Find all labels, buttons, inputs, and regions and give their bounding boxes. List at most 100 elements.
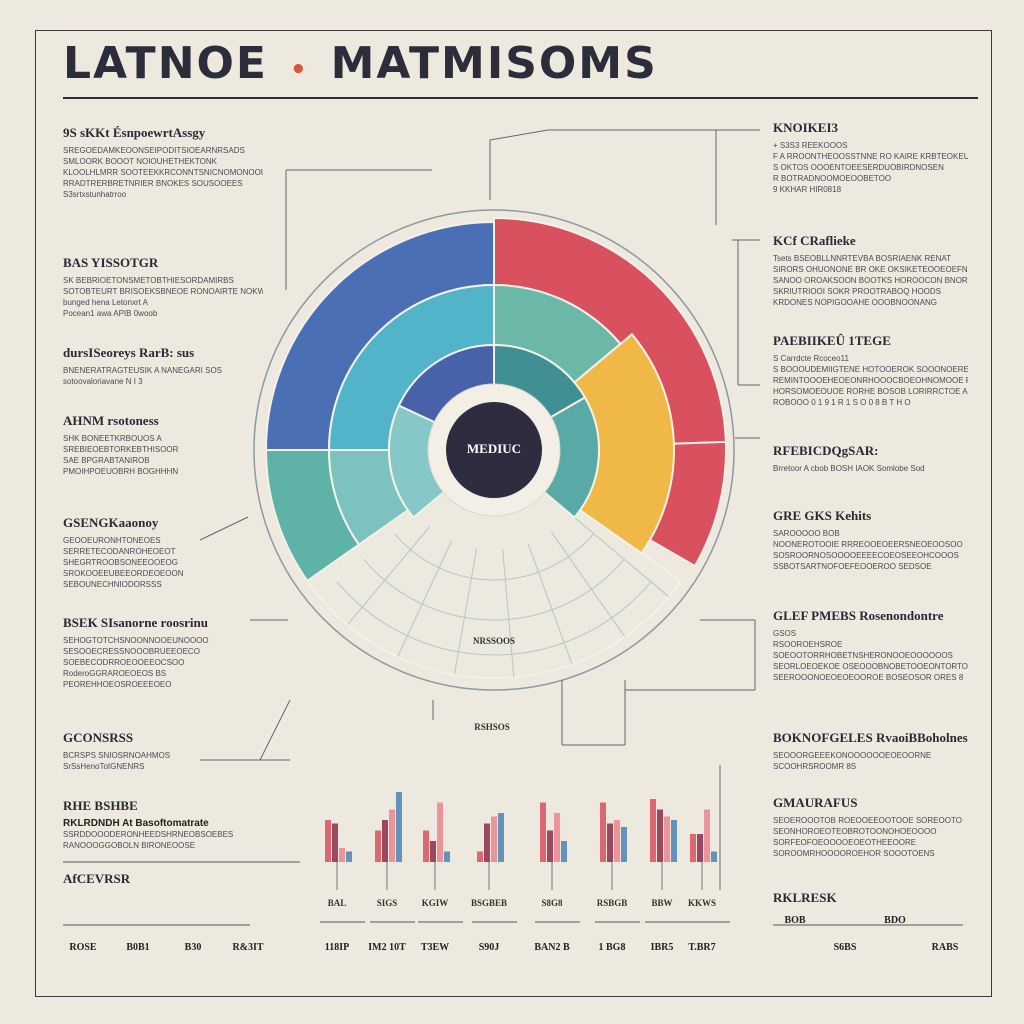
mini-chart-bottom-label: 1 BG8 — [598, 942, 626, 953]
mini-chart-bar — [664, 816, 670, 862]
block-heading: KCf CRaflieke — [773, 233, 856, 248]
text-line: SREGOEDAMKEOONSEIPODITSIOEARNRSADS — [63, 146, 245, 155]
mini-chart — [645, 799, 690, 923]
text-line: SEONHOROEOTEOBROTOONOHOEOOOO — [773, 827, 937, 836]
mini-chart-bar — [547, 830, 553, 862]
mini-chart-bar — [697, 834, 703, 862]
text-line: SAROOOOO BOB — [773, 529, 840, 538]
mini-chart-bar — [346, 851, 352, 862]
text-line: RRADTRERBRETNRIER BNOKES SOUSOOEES — [63, 179, 243, 188]
grid-line — [453, 548, 478, 675]
grid-line — [502, 549, 515, 678]
mini-chart — [535, 802, 580, 923]
text-line: BCRSPS SNIOSRNOAHMOS — [63, 751, 171, 760]
right-text-block: KNOIKEI3 + S3S3 REEKOOOS F A RROONTHEOOSST… — [773, 120, 968, 195]
text-line: bunged hena Letonxrt A — [63, 298, 148, 307]
text-line: F A RROONTHEOOSSTNNE RO KAIRE KRBTEOKEUN… — [773, 152, 968, 161]
text-line: SOTOBTEURT BRISOEKSBNEOE RONOAIRTE NOKWO… — [63, 287, 263, 296]
row-label: BOB — [784, 915, 806, 926]
block-heading: PAEBIIKEÛ 1TEGE — [773, 333, 891, 348]
left-text-block: BAS YISSOTGR SK BEBRIOETONSMETOBTHIESORDA… — [63, 255, 263, 319]
text-line: SEOEROOOTOB ROEOOEEOOTOOE SOREOOTO — [773, 816, 962, 825]
mini-chart-bottom-label: BAN2 B — [534, 942, 570, 953]
mini-chart — [418, 802, 463, 923]
mini-chart-bar — [484, 823, 490, 862]
text-line: KLOOLHLMRR SOOTEEKKRCONNTSNICNOMONOOUAR — [63, 168, 263, 177]
mini-chart-bar — [339, 848, 345, 862]
text-line: SK BEBRIOETONSMETOBTHIESORDAMIRBS — [63, 276, 234, 285]
wheel-bottom-tag: RSHSOS — [474, 722, 510, 732]
bottom-right-block: RKLRESK — [773, 890, 973, 910]
text-line: SOSROORNOSOOOOEEEECOEOSEEOHCOOOS — [773, 551, 959, 560]
mini-chart-bar — [600, 802, 606, 862]
bottom-left-block: RHE BSHBE RKLRDNDH At Basoftomatrate SSR… — [63, 798, 263, 891]
mini-chart-bottom-label: IM2 10T — [368, 942, 406, 953]
right-text-block: PAEBIIKEÛ 1TEGE S Carrdcte Rcoceo11 S BOOO… — [773, 333, 968, 408]
mini-chart-bottom-label: IBR5 — [650, 942, 674, 953]
connector-line — [199, 516, 249, 541]
title-right: MATMISOMS — [330, 38, 658, 89]
grid-arc — [336, 581, 652, 656]
text-line: SESOOECRESSNOOOBRUEEOECO — [63, 647, 200, 656]
text-line: SCOOHRSROOMR 8S — [773, 762, 857, 771]
mini-chart-top-label: KGIW — [421, 898, 449, 908]
text-line: SKRIUTRIOOI SOKR PROOTRABOQ HOODS — [773, 287, 942, 296]
mini-chart-top-label: BSGBEB — [470, 898, 508, 908]
row-label: BDO — [884, 915, 906, 926]
text-line: + S3S3 REEKOOOS — [773, 141, 848, 150]
text-line: SEEROOONOEOEOEOOROE BOSEOSOR ORES 8 — [773, 673, 964, 682]
mini-chart-bar — [614, 820, 620, 862]
text-line: SIRORS OHUONONE BR OKE OKSIKETEOOEOEFNR — [773, 265, 968, 274]
center-disc — [446, 402, 542, 498]
mini-chart-bar — [540, 802, 546, 862]
grid-arc — [363, 558, 625, 621]
text-line: S BOOOUDEMIIGTENE HOTOOEROK SOOONOEREEC — [773, 365, 968, 374]
text-line: PEOREHHOEOSROEEEOEO — [63, 680, 172, 689]
text-line: SHK BONEETKRBOUOS A — [63, 434, 162, 443]
grid-line — [347, 526, 431, 625]
right-text-block: KCf CRaflieke Tsets BSEOBLLNNRTEVBA BOSRI… — [773, 233, 968, 308]
mini-chart-bar — [375, 830, 381, 862]
block-heading: GMAURAFUS — [773, 795, 858, 810]
text-line: SOROOMRHOOOOROEHOR SOOOTOENS — [773, 849, 935, 858]
row-label: S6BS — [833, 942, 857, 953]
text-line: SAE BPGRABTANIROB — [63, 456, 150, 465]
text-line: Brretoor A cbob BOSH IAOK Somlobe Sod — [773, 464, 925, 473]
block-heading: BAS YISSOTGR — [63, 255, 159, 270]
poster-frame — [35, 30, 992, 997]
text-line: SERRETECODANROHEOEOT — [63, 547, 176, 556]
grid-line — [570, 513, 669, 597]
text-line: SOEOOTORRHOBETNSHERONOOEOOOOOOS — [773, 651, 953, 660]
text-line: NOONEROTOOIE RRREOOEOEERSNEOEOOSOO — [773, 540, 963, 549]
center-label: MEDIUC — [466, 441, 522, 456]
text-line: SEBOUNECHNIODORSSS — [63, 580, 162, 589]
grid-line — [550, 531, 626, 638]
grid-line — [397, 540, 453, 657]
mini-chart — [370, 792, 415, 923]
text-line: R BOTRADNOOMOEOOBETOO — [773, 174, 892, 183]
text-line: ROBOOO 0 1 9 1 R 1 S O 0 8 B T H O — [773, 398, 911, 407]
connector-line — [259, 699, 291, 761]
text-line: RANOOOGGOBOLN BIRONEOOSE — [63, 841, 196, 850]
mini-chart-bar — [437, 802, 443, 862]
title-left: LATNOE — [63, 38, 268, 89]
mini-chart-bar — [382, 820, 388, 862]
connector-line — [489, 129, 549, 141]
left-text-block: GSENGKaaonoy GEOOEURONHTONEOES SERRETECODA… — [63, 515, 263, 590]
row-label: B30 — [184, 942, 202, 953]
text-line: SSRDDOOODERONHEEDSHRNEOBSOEBES — [63, 830, 234, 839]
text-line: SEOOORGEEEKONOOOOOOEOEOORNE — [773, 751, 932, 760]
row-label: ROSE — [69, 942, 97, 953]
mini-chart-top-label: S8G8 — [541, 898, 563, 908]
right-text-block: BOKNOFGELES RvaoiBBoholnes SEOOORGEEEKONO… — [773, 730, 968, 772]
wheel-bottom-label: NRSSOOS — [472, 636, 516, 646]
poster-title: LATNOE • MATMISOMS — [63, 38, 658, 89]
block-heading: GSENGKaaonoy — [63, 515, 159, 530]
block-heading: RFEBICDQgSAR: — [773, 443, 879, 458]
block-heading: GRE GKS Kehits — [773, 508, 872, 523]
mini-chart-bar — [498, 813, 504, 862]
mini-chart-bar — [704, 809, 710, 862]
left-text-block: BSEK SIsanorne roosrinu SEHOGTOTCHSNOONNO… — [63, 615, 263, 690]
text-line: SREBIEOEBTORKEBTHISOOR — [63, 445, 179, 454]
mini-chart-bar — [690, 834, 696, 862]
